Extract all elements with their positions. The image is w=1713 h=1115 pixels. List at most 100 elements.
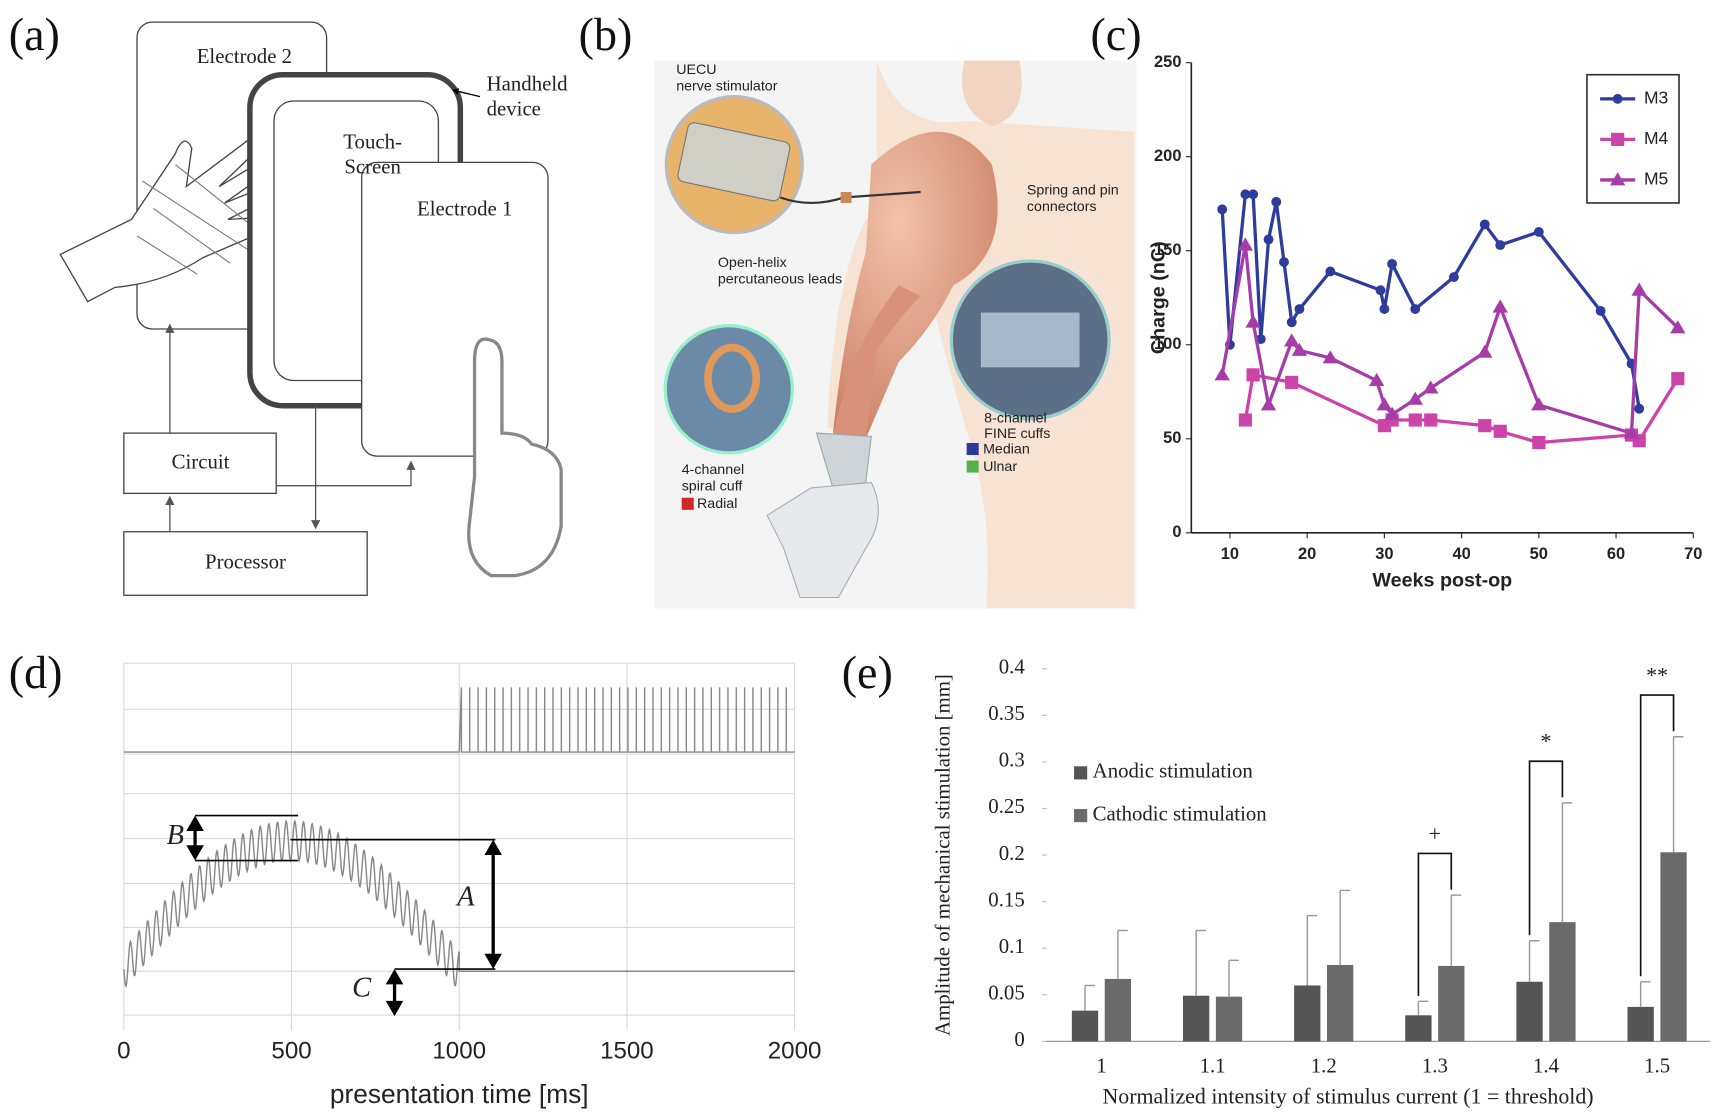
legend-swatch <box>681 497 694 510</box>
marker <box>1387 258 1398 269</box>
error-bar <box>1084 984 1095 1011</box>
significance-bracket <box>1417 852 1453 996</box>
marker <box>1479 219 1490 230</box>
label: Electrode 2 <box>197 44 292 68</box>
label: nerve stimulator <box>676 79 778 95</box>
marker <box>1408 413 1422 427</box>
marker <box>1245 314 1261 328</box>
y-tick-label: 50 <box>1163 429 1181 447</box>
error-bar <box>1417 1000 1429 1016</box>
marker <box>1423 380 1439 394</box>
stimulator-box <box>677 122 791 202</box>
x-tick-label: 2000 <box>768 1038 822 1065</box>
x-tick-label: 500 <box>271 1038 311 1065</box>
bar <box>1660 852 1687 1042</box>
marker <box>1493 424 1507 438</box>
marker <box>1214 367 1230 381</box>
marker <box>1531 397 1547 411</box>
arrowhead <box>484 839 502 856</box>
arrowhead <box>385 1000 404 1017</box>
bar <box>1549 922 1576 1042</box>
legend-swatch <box>1074 766 1088 780</box>
hand-hatch <box>136 164 258 275</box>
legend-swatch <box>966 460 979 473</box>
label: Median <box>983 441 1030 457</box>
x-tick-label: 60 <box>1607 545 1625 563</box>
label: Circuit <box>172 450 230 474</box>
y-tick-label: 0 <box>1014 1027 1024 1051</box>
label: 8-channel <box>984 411 1047 427</box>
marker <box>1271 196 1282 207</box>
panel-label: (b) <box>579 9 633 60</box>
label: connectors <box>1027 199 1097 215</box>
significance-label: ** <box>1646 663 1668 688</box>
x-tick-label: 1500 <box>600 1038 654 1065</box>
marker <box>1495 240 1506 251</box>
arrow <box>451 88 481 98</box>
x-tick-label: 1000 <box>432 1038 486 1065</box>
label: Touch- <box>343 130 402 154</box>
error-bar <box>1195 929 1207 996</box>
error-bar <box>1450 894 1462 966</box>
marker <box>1611 132 1625 146</box>
marker <box>1424 413 1438 427</box>
error-bar <box>1117 929 1128 979</box>
arrowhead <box>186 815 204 831</box>
panel-label: (c) <box>1090 9 1141 60</box>
y-axis-label: Charge (nC) <box>1148 241 1170 354</box>
bar <box>1215 996 1243 1042</box>
fine-cuff <box>980 312 1080 368</box>
legend-label: Cathodic stimulation <box>1093 801 1268 825</box>
marker <box>1595 305 1606 316</box>
panel-label: (d) <box>9 647 63 698</box>
marker <box>1246 368 1260 382</box>
x-tick-label: 1.4 <box>1533 1053 1560 1077</box>
marker <box>1410 304 1421 314</box>
marker <box>1477 344 1493 358</box>
legend-swatch <box>1074 809 1088 823</box>
marker <box>1478 419 1492 433</box>
x-axis-label: Weeks post-op <box>1372 569 1512 591</box>
bar <box>1294 985 1321 1042</box>
y-tick-label: 0.05 <box>988 981 1024 1005</box>
x-tick-label: 20 <box>1298 545 1316 563</box>
y-tick-label: 0.35 <box>988 701 1024 725</box>
marker <box>1322 350 1338 364</box>
y-tick-label: 0.2 <box>999 841 1025 865</box>
legend-swatch <box>966 442 979 456</box>
bar <box>1104 978 1132 1042</box>
label: Electrode 1 <box>417 196 512 220</box>
bar <box>1438 965 1465 1042</box>
significance-label: + <box>1429 821 1441 846</box>
label: device <box>487 97 541 121</box>
arrowhead <box>385 969 404 985</box>
bar <box>1627 1006 1654 1042</box>
y-tick-label: 150 <box>1154 241 1181 259</box>
bar <box>1516 981 1543 1042</box>
finger-sketch <box>467 337 563 578</box>
error-bar <box>1528 940 1540 982</box>
marker <box>1376 397 1393 411</box>
y-tick-label: 100 <box>1154 335 1181 353</box>
label: Ulnar <box>983 459 1017 475</box>
x-tick-label: 1.3 <box>1422 1053 1448 1077</box>
marker <box>1623 425 1640 439</box>
x-tick-label: 1.5 <box>1644 1053 1670 1077</box>
label: 4-channel <box>682 462 745 478</box>
marker <box>1285 375 1299 389</box>
inset-spiral <box>663 324 795 455</box>
marker <box>1240 189 1251 200</box>
marker <box>1263 234 1274 245</box>
marker <box>1237 237 1254 251</box>
marker <box>1533 226 1544 237</box>
legend-label: M3 <box>1644 87 1668 107</box>
annotation: A <box>455 881 475 912</box>
marker <box>1217 204 1228 215</box>
arm-fore <box>832 285 921 439</box>
prosthetic-hand <box>766 481 879 599</box>
marker <box>1612 93 1623 104</box>
legend-label: Anodic stimulation <box>1093 759 1254 783</box>
pulse-trace <box>123 687 795 753</box>
arrow <box>276 460 416 487</box>
